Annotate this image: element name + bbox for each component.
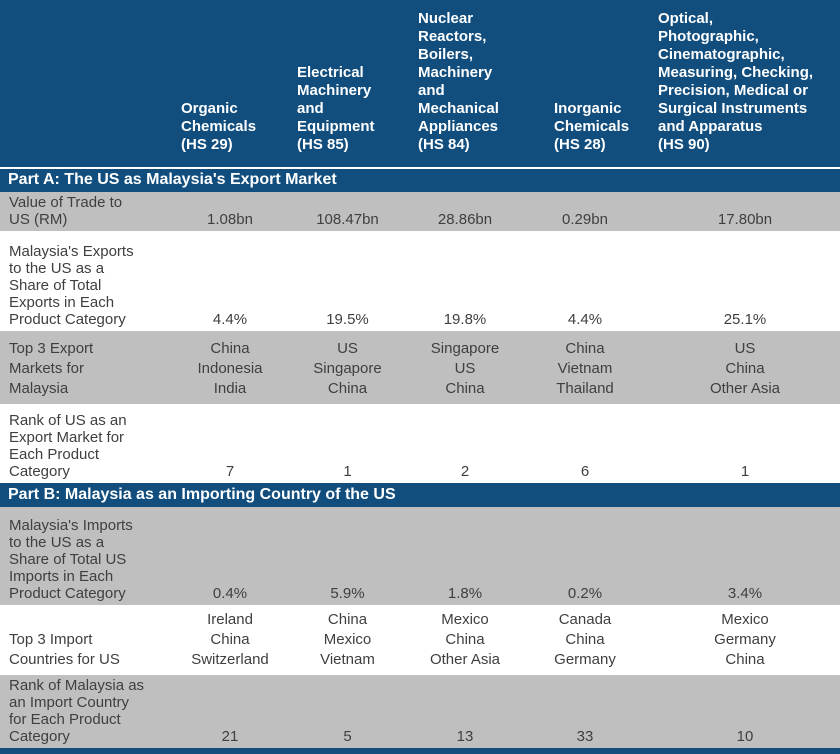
row-label: Malaysia's Exports to the US as a Share … bbox=[0, 231, 175, 331]
table-cell: 19.5% bbox=[285, 231, 410, 331]
table-cell: 1 bbox=[650, 404, 840, 483]
table-cell: 4.4% bbox=[520, 231, 650, 331]
row-label: Rank of US as an Export Market for Each … bbox=[0, 404, 175, 483]
table-cell: 0.4% bbox=[175, 507, 285, 605]
table-row-export-share: Malaysia's Exports to the US as a Share … bbox=[0, 231, 840, 331]
table-cell: China Mexico Vietnam bbox=[285, 605, 410, 675]
table-cell: 7 bbox=[175, 404, 285, 483]
table-row-value-of-trade: Value of Trade to US (RM) 1.08bn 108.47b… bbox=[0, 192, 840, 231]
table-bottom-border bbox=[0, 748, 840, 754]
table-cell: 5 bbox=[285, 675, 410, 748]
column-header-nuclear-reactors-hs84: Nuclear Reactors, Boilers, Machinery and… bbox=[410, 0, 520, 168]
column-header-electrical-machinery-hs85: Electrical Machinery and Equipment (HS 8… bbox=[285, 0, 410, 168]
table-row-top3-import-countries: Top 3 Import Countries for US Ireland Ch… bbox=[0, 605, 840, 675]
table-cell: China Vietnam Thailand bbox=[520, 331, 650, 404]
row-label: Value of Trade to US (RM) bbox=[0, 192, 175, 231]
table-cell: Ireland China Switzerland bbox=[175, 605, 285, 675]
table-cell: Mexico China Other Asia bbox=[410, 605, 520, 675]
row-label: Rank of Malaysia as an Import Country fo… bbox=[0, 675, 175, 748]
table-cell: 5.9% bbox=[285, 507, 410, 605]
table-cell: 3.4% bbox=[650, 507, 840, 605]
row-label: Top 3 Export Markets for Malaysia bbox=[0, 331, 175, 404]
table-cell: 0.2% bbox=[520, 507, 650, 605]
table-cell: 6 bbox=[520, 404, 650, 483]
table-cell: 1.8% bbox=[410, 507, 520, 605]
table-cell: Mexico Germany China bbox=[650, 605, 840, 675]
column-header-inorganic-chemicals-hs28: Inorganic Chemicals (HS 28) bbox=[520, 0, 650, 168]
table-row-top3-export-markets: Top 3 Export Markets for Malaysia China … bbox=[0, 331, 840, 404]
column-header-row: Organic Chemicals (HS 29) Electrical Mac… bbox=[0, 0, 840, 168]
column-header-blank bbox=[0, 0, 175, 168]
table-cell: 108.47bn bbox=[285, 192, 410, 231]
section-banner-part-a: Part A: The US as Malaysia's Export Mark… bbox=[0, 167, 840, 192]
section-title-part-b: Part B: Malaysia as an Importing Country… bbox=[0, 483, 840, 507]
row-label: Malaysia's Imports to the US as a Share … bbox=[0, 507, 175, 605]
table-cell: 4.4% bbox=[175, 231, 285, 331]
table-row-us-export-rank: Rank of US as an Export Market for Each … bbox=[0, 404, 840, 483]
table-cell: 1.08bn bbox=[175, 192, 285, 231]
table-cell: 28.86bn bbox=[410, 192, 520, 231]
table-row-malaysia-import-rank: Rank of Malaysia as an Import Country fo… bbox=[0, 675, 840, 748]
table-cell: 1 bbox=[285, 404, 410, 483]
column-header-organic-chemicals-hs29: Organic Chemicals (HS 29) bbox=[175, 0, 285, 168]
table-cell: 13 bbox=[410, 675, 520, 748]
table-cell: Singapore US China bbox=[410, 331, 520, 404]
column-header-optical-instruments-hs90: Optical, Photographic, Cinematographic, … bbox=[650, 0, 840, 168]
table-cell: 0.29bn bbox=[520, 192, 650, 231]
table-row-import-share: Malaysia's Imports to the US as a Share … bbox=[0, 507, 840, 605]
bottom-border-bar bbox=[0, 748, 840, 754]
table-cell: Canada China Germany bbox=[520, 605, 650, 675]
table-cell: 33 bbox=[520, 675, 650, 748]
table-cell: China Indonesia India bbox=[175, 331, 285, 404]
table-cell: 21 bbox=[175, 675, 285, 748]
table-cell: US Singapore China bbox=[285, 331, 410, 404]
table-cell: 17.80bn bbox=[650, 192, 840, 231]
section-title-part-a: Part A: The US as Malaysia's Export Mark… bbox=[0, 167, 840, 192]
table-cell: 2 bbox=[410, 404, 520, 483]
row-label: Top 3 Import Countries for US bbox=[0, 605, 175, 675]
section-banner-part-b: Part B: Malaysia as an Importing Country… bbox=[0, 483, 840, 507]
table-cell: 19.8% bbox=[410, 231, 520, 331]
table-cell: US China Other Asia bbox=[650, 331, 840, 404]
table-cell: 25.1% bbox=[650, 231, 840, 331]
table-cell: 10 bbox=[650, 675, 840, 748]
